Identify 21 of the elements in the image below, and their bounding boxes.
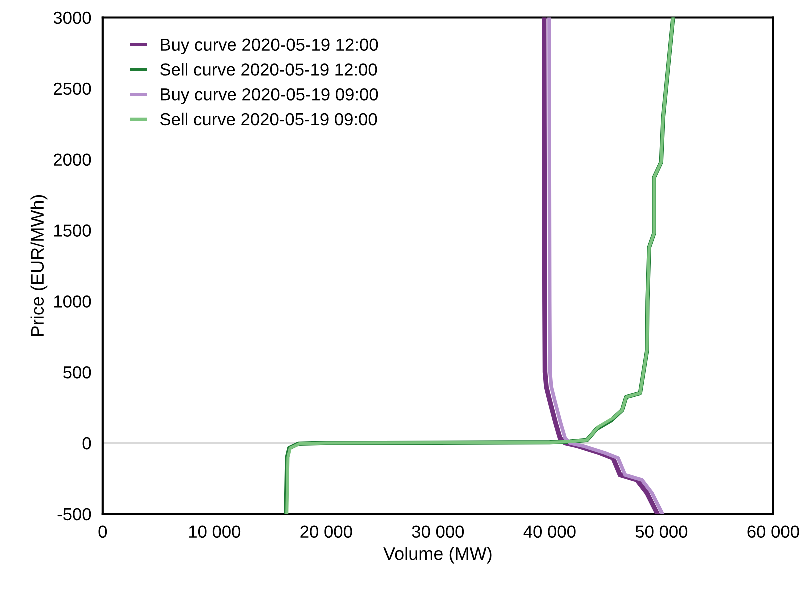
x-tick-label: 60 000: [748, 526, 800, 538]
y-tick-label: 3000: [54, 12, 92, 24]
legend-label: Sell curve 2020-05-19 12:00: [160, 63, 378, 76]
x-tick-label: 30 000: [412, 526, 464, 538]
legend-label: Sell curve 2020-05-19 09:00: [160, 112, 378, 126]
x-tick-label: 20 000: [300, 526, 352, 538]
x-axis-title: Volume (MW): [384, 547, 492, 564]
legend-label: Buy curve 2020-05-19 12:00: [161, 38, 378, 55]
y-axis-title: Price (EUR/MWh): [30, 195, 48, 336]
x-tick-label: 40 000: [524, 526, 576, 538]
y-tick-label: 0: [82, 437, 92, 450]
x-tick-label: 0: [98, 526, 108, 538]
y-tick-label: 1000: [54, 296, 92, 308]
y-tick-label: 500: [64, 366, 92, 379]
x-tick-label: 50 000: [636, 526, 688, 538]
y-tick-label: 2000: [54, 154, 92, 166]
y-tick-label: 1500: [54, 224, 92, 237]
x-tick-label: 10 000: [189, 526, 241, 538]
y-tick-label: -500: [58, 508, 92, 521]
legend-label: Buy curve 2020-05-19 09:00: [161, 88, 378, 104]
y-tick-label: 2500: [54, 82, 92, 96]
